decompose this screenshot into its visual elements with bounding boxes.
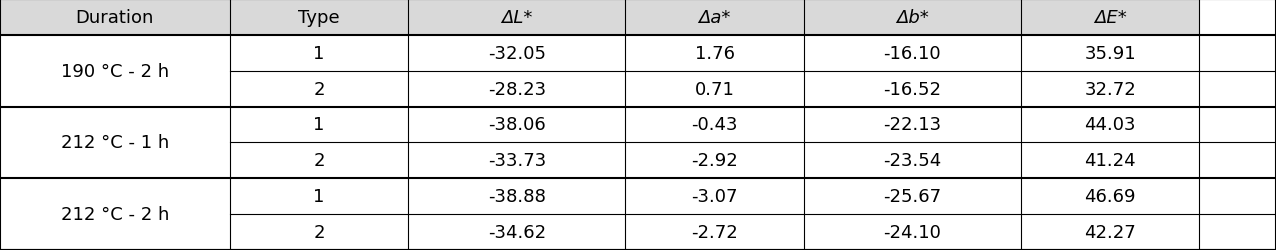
Text: 2: 2 [313, 223, 325, 241]
Text: Type: Type [299, 9, 339, 27]
Text: -0.43: -0.43 [692, 116, 738, 134]
Bar [804, 0, 1021, 36]
Text: Δa*: Δa* [698, 9, 731, 27]
Text: 2: 2 [313, 152, 325, 170]
Bar [0, 0, 230, 36]
Text: 41.24: 41.24 [1085, 152, 1136, 170]
Text: ΔL*: ΔL* [501, 9, 532, 27]
Text: 2: 2 [313, 80, 325, 98]
Text: -16.10: -16.10 [883, 44, 942, 62]
Text: -2.92: -2.92 [692, 152, 738, 170]
Text: -2.72: -2.72 [692, 223, 738, 241]
Text: -24.10: -24.10 [883, 223, 942, 241]
Text: 1.76: 1.76 [694, 44, 735, 62]
Text: 212 °C - 1 h: 212 °C - 1 h [61, 134, 168, 152]
Text: -33.73: -33.73 [487, 152, 546, 170]
Text: -32.05: -32.05 [487, 44, 546, 62]
Bar [1021, 0, 1199, 36]
Bar [230, 0, 408, 36]
Text: 1: 1 [314, 44, 324, 62]
Text: 1: 1 [314, 188, 324, 206]
Text: 42.27: 42.27 [1085, 223, 1136, 241]
Text: -38.88: -38.88 [487, 188, 546, 206]
Text: Δb*: Δb* [896, 9, 929, 27]
Text: 35.91: 35.91 [1085, 44, 1136, 62]
Text: Duration: Duration [75, 9, 154, 27]
Bar [625, 0, 804, 36]
Text: -3.07: -3.07 [692, 188, 738, 206]
Text: -28.23: -28.23 [487, 80, 546, 98]
Text: -38.06: -38.06 [487, 116, 546, 134]
Text: 212 °C - 2 h: 212 °C - 2 h [61, 205, 168, 223]
Text: 46.69: 46.69 [1085, 188, 1136, 206]
Text: -22.13: -22.13 [883, 116, 942, 134]
Text: 190 °C - 2 h: 190 °C - 2 h [61, 62, 168, 80]
Text: ΔE*: ΔE* [1094, 9, 1127, 27]
Text: -23.54: -23.54 [883, 152, 942, 170]
Text: -16.52: -16.52 [883, 80, 942, 98]
Text: 1: 1 [314, 116, 324, 134]
Text: 0.71: 0.71 [694, 80, 735, 98]
Text: 44.03: 44.03 [1085, 116, 1136, 134]
Bar [408, 0, 625, 36]
Text: 32.72: 32.72 [1085, 80, 1136, 98]
Text: -25.67: -25.67 [883, 188, 942, 206]
Text: -34.62: -34.62 [487, 223, 546, 241]
